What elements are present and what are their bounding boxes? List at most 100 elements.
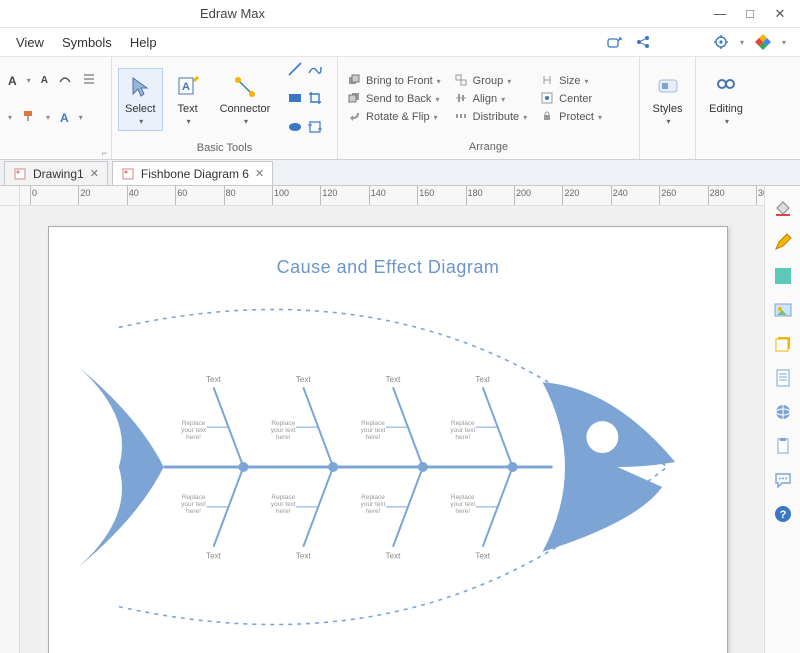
canvas[interactable]: Cause and Effect Diagram	[20, 206, 764, 653]
text-caret[interactable]	[185, 117, 191, 126]
settings-icon[interactable]	[712, 33, 730, 51]
cause-text[interactable]: Replaceyour texthere!	[361, 420, 386, 441]
font-group-label: ⌐	[0, 141, 111, 159]
freehand-tool-icon[interactable]	[307, 61, 323, 80]
cause-text[interactable]: Replaceyour texthere!	[181, 494, 206, 515]
diagram-title[interactable]: Cause and Effect Diagram	[49, 257, 727, 278]
crop2-tool-icon[interactable]	[307, 119, 323, 138]
ruler-corner	[0, 186, 20, 206]
group-button[interactable]: Group▾	[455, 74, 527, 88]
ellipse-tool-icon[interactable]	[287, 119, 303, 138]
cause-text[interactable]: Replaceyour texthere!	[181, 420, 206, 441]
text-label: Text	[177, 103, 197, 115]
menu-help[interactable]: Help	[130, 35, 157, 50]
page[interactable]: Cause and Effect Diagram	[48, 226, 728, 653]
tab-drawing1[interactable]: Drawing1 ✕	[4, 161, 108, 185]
cloud-share-icon[interactable]	[606, 33, 624, 51]
connector-tool[interactable]: Connector	[213, 68, 278, 131]
font-dialog-launcher[interactable]: ⌐	[102, 148, 107, 158]
ribbon: A ▾ A ▾ ▾ A ▾ ⌐ Select A Text	[0, 56, 800, 160]
bone-top-label[interactable]: Text	[386, 375, 401, 384]
comment-icon[interactable]	[771, 468, 795, 492]
cause-text[interactable]: Replaceyour texthere!	[450, 420, 475, 441]
styles-button[interactable]: Styles	[646, 68, 690, 131]
editing-label: Editing	[709, 103, 743, 115]
line-tool-icon[interactable]	[287, 61, 303, 80]
share-icon[interactable]	[634, 33, 652, 51]
paint-icon[interactable]	[22, 109, 36, 126]
tab-drawing1-close[interactable]: ✕	[90, 167, 99, 180]
tab-fishbone[interactable]: Fishbone Diagram 6 ✕	[112, 161, 273, 185]
globe-icon[interactable]	[771, 400, 795, 424]
bold-small-icon[interactable]: A	[41, 75, 48, 86]
cause-text[interactable]: Replaceyour texthere!	[271, 420, 296, 441]
font-size-icon[interactable]: A	[8, 74, 17, 88]
page-icon[interactable]	[771, 366, 795, 390]
minimize-button[interactable]: —	[712, 6, 728, 22]
edraw-logo-icon[interactable]	[754, 33, 772, 51]
image-icon[interactable]	[771, 298, 795, 322]
bring-to-front-button[interactable]: Bring to Front▾	[348, 74, 441, 88]
center-button[interactable]: Center	[541, 92, 602, 106]
bone-top-label[interactable]: Text	[475, 375, 490, 384]
tab-drawing1-label: Drawing1	[33, 167, 84, 181]
color-swatch-icon[interactable]	[771, 264, 795, 288]
menu-view[interactable]: View	[16, 35, 44, 50]
select-label: Select	[125, 103, 156, 115]
title-bar: Edraw Max — □ ✕	[0, 0, 800, 28]
distribute-button[interactable]: Distribute▾	[455, 110, 527, 124]
document-tabs: Drawing1 ✕ Fishbone Diagram 6 ✕	[0, 160, 800, 186]
tab-fishbone-close[interactable]: ✕	[255, 167, 264, 180]
cause-text[interactable]: Replaceyour texthere!	[271, 494, 296, 515]
connector-caret[interactable]	[242, 117, 248, 126]
help-icon[interactable]: ?	[771, 502, 795, 526]
fill-tool-icon[interactable]	[771, 196, 795, 220]
basic-tools-label: Basic Tools	[112, 142, 337, 159]
editing-caret[interactable]	[723, 117, 729, 126]
maximize-button[interactable]: □	[742, 6, 758, 22]
horizontal-ruler: 0204060801001201401601802002202402602803…	[20, 186, 764, 206]
app-title: Edraw Max	[200, 6, 712, 21]
size-button[interactable]: Size▾	[541, 74, 602, 88]
connector-label: Connector	[220, 103, 271, 115]
bone-bottom-label[interactable]: Text	[296, 552, 311, 561]
right-panel: ?	[764, 186, 800, 653]
doc-icon	[13, 167, 27, 181]
pen-tool-icon[interactable]	[771, 230, 795, 254]
doc-icon	[121, 167, 135, 181]
fishbone-diagram[interactable]: Text Text Text Text Text Text Text Text …	[49, 287, 727, 647]
send-to-back-button[interactable]: Send to Back▾	[348, 92, 441, 106]
work-area: 0204060801001201401601802002202402602803…	[0, 186, 800, 653]
rect-tool-icon[interactable]	[287, 90, 303, 109]
cause-text[interactable]: Replaceyour texthere!	[450, 494, 475, 515]
font-size-caret[interactable]: ▾	[27, 76, 31, 85]
align-button[interactable]: Align▾	[455, 92, 527, 106]
bone-bottom-label[interactable]: Text	[475, 552, 490, 561]
list-icon[interactable]	[82, 72, 96, 89]
styles-caret[interactable]	[664, 117, 670, 126]
svg-text:?: ?	[779, 509, 786, 521]
tab-fishbone-label: Fishbone Diagram 6	[141, 167, 249, 181]
bone-top-label[interactable]: Text	[206, 375, 221, 384]
close-button[interactable]: ✕	[772, 6, 788, 22]
editing-button[interactable]: Editing	[702, 68, 750, 131]
text-tool[interactable]: A Text	[167, 68, 209, 131]
cause-text[interactable]: Replaceyour texthere!	[361, 494, 386, 515]
bone-bottom-label[interactable]: Text	[386, 552, 401, 561]
bone-top-label[interactable]: Text	[296, 375, 311, 384]
clipboard-icon[interactable]	[771, 434, 795, 458]
font-color-icon[interactable]: A	[60, 111, 69, 125]
select-tool[interactable]: Select	[118, 68, 163, 131]
crop-tool-icon[interactable]	[307, 90, 323, 109]
styles-label: Styles	[653, 103, 683, 115]
svg-text:A: A	[182, 81, 190, 93]
curve-icon[interactable]	[58, 72, 72, 89]
rotate-flip-button[interactable]: Rotate & Flip▾	[348, 110, 441, 124]
bone-bottom-label[interactable]: Text	[206, 552, 221, 561]
protect-button[interactable]: Protect▾	[541, 110, 602, 124]
menu-symbols[interactable]: Symbols	[62, 35, 112, 50]
select-caret[interactable]	[137, 117, 143, 126]
vertical-ruler	[0, 206, 20, 653]
arrange-label: Arrange	[338, 141, 639, 159]
layers-icon[interactable]	[771, 332, 795, 356]
